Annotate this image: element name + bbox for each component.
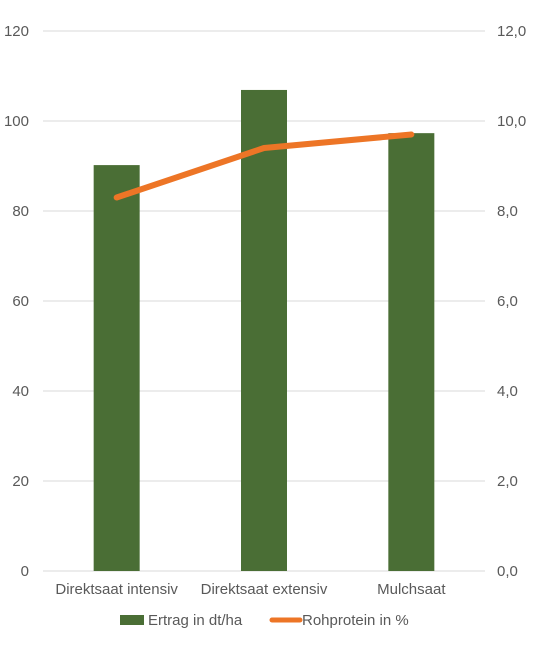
left-axis-tick-label: 100 bbox=[4, 113, 29, 130]
left-axis-tick-label: 80 bbox=[12, 203, 29, 220]
bar bbox=[93, 165, 140, 571]
right-axis-tick-label: 2,0 bbox=[497, 473, 518, 490]
left-axis-tick-label: 0 bbox=[21, 563, 29, 580]
left-axis-ticks: 0 20 40 60 80 100 120 bbox=[4, 23, 29, 580]
line-series bbox=[113, 131, 415, 201]
category-tick-label: Direktsaat intensiv bbox=[55, 581, 178, 598]
left-axis-tick-label: 40 bbox=[12, 383, 29, 400]
left-axis-tick-label: 20 bbox=[12, 473, 29, 490]
right-axis-ticks: 0,0 2,0 4,0 6,0 8,0 10,0 12,0 bbox=[497, 23, 526, 580]
legend-label: Ertrag in dt/ha bbox=[148, 612, 243, 629]
left-axis-tick-label: 120 bbox=[4, 23, 29, 40]
right-axis-tick-label: 0,0 bbox=[497, 563, 518, 580]
legend-item-line: Rohprotein in % bbox=[269, 612, 409, 629]
bar bbox=[388, 133, 435, 571]
category-tick-label: Mulchsaat bbox=[377, 581, 446, 598]
category-axis-ticks: Direktsaat intensiv Direktsaat extensiv Mu… bbox=[55, 581, 446, 598]
bar bbox=[241, 89, 287, 571]
legend-label: Rohprotein in % bbox=[302, 612, 409, 629]
bar-series bbox=[93, 89, 435, 571]
right-axis-tick-label: 6,0 bbox=[497, 293, 518, 310]
legend-swatch-bar bbox=[120, 615, 144, 625]
category-tick-label: Direktsaat extensiv bbox=[201, 581, 328, 598]
right-axis-tick-label: 10,0 bbox=[497, 113, 526, 130]
left-axis-tick-label: 60 bbox=[12, 293, 29, 310]
right-axis-tick-label: 12,0 bbox=[497, 23, 526, 40]
legend-item-bar: Ertrag in dt/ha bbox=[120, 612, 243, 629]
legend: Ertrag in dt/ha Rohprotein in % bbox=[120, 612, 409, 629]
right-axis-tick-label: 4,0 bbox=[497, 383, 518, 400]
right-axis-tick-label: 8,0 bbox=[497, 203, 518, 220]
